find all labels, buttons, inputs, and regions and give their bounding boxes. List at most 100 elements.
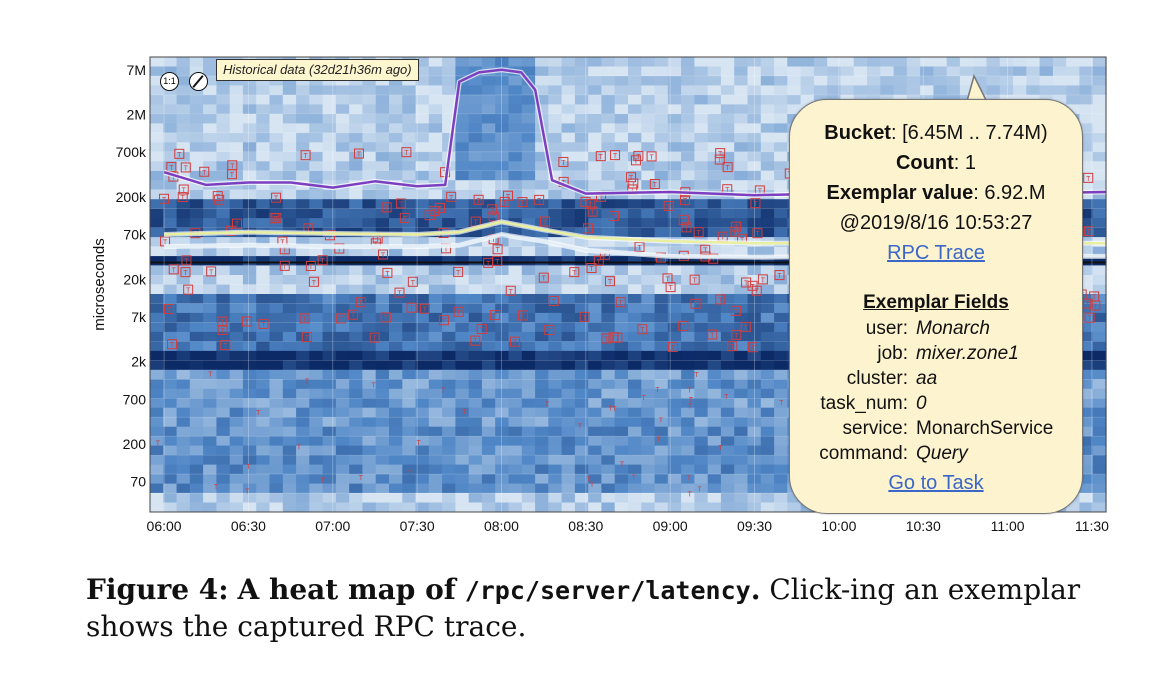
heatmap-cell	[1079, 142, 1094, 153]
heatmap-cell	[521, 218, 536, 228]
exemplar-marker-box	[380, 312, 391, 323]
exemplar-marker: T	[453, 306, 464, 317]
heatmap-cell	[282, 123, 297, 134]
heatmap-cell	[548, 464, 563, 475]
heatmap-cell	[468, 379, 483, 390]
heatmap-cell	[654, 331, 669, 342]
heatmap-cell	[601, 275, 616, 285]
heatmap-cell	[150, 341, 164, 352]
exemplar-marker-label: T	[456, 270, 461, 277]
heatmap-cell	[628, 369, 642, 380]
heatmap-cell	[641, 388, 656, 399]
heatmap-cell	[508, 322, 523, 333]
heatmap-cell	[720, 388, 735, 399]
heatmap-cell	[747, 142, 762, 153]
heatmap-cell	[335, 312, 350, 323]
heatmap-cell	[402, 407, 417, 418]
heatmap-cell	[150, 436, 164, 447]
heatmap-cell	[614, 94, 629, 105]
exemplar-fields-list: user: Monarch job: mixer.zone1 cluster: aa tas…	[790, 316, 1082, 466]
pencil-icon[interactable]	[189, 72, 208, 91]
heatmap-cell	[561, 123, 576, 134]
heatmap-cell	[150, 303, 164, 314]
heatmap-cell	[574, 208, 589, 219]
exemplar-small-marker: T	[587, 477, 592, 484]
heatmap-cell	[389, 350, 403, 361]
exemplar-marker-box	[517, 197, 528, 208]
exemplar-marker-box	[305, 260, 316, 271]
heatmap-cell	[309, 388, 324, 399]
heatmap-cell	[933, 85, 948, 96]
heatmap-cell	[163, 57, 178, 67]
heatmap-cell	[588, 426, 603, 437]
heatmap-cell	[415, 113, 430, 124]
heatmap-cell	[256, 132, 271, 143]
heatmap-cell	[521, 417, 536, 428]
heatmap-cell	[548, 189, 563, 200]
heatmap-cell	[242, 398, 257, 409]
heatmap-cell	[521, 161, 536, 172]
zoom-reset-button[interactable]: 1:1	[160, 72, 179, 91]
heatmap-cell	[242, 483, 257, 494]
heatmap-cell	[242, 142, 257, 153]
heatmap-cell	[628, 66, 642, 77]
heatmap-cell	[455, 256, 470, 266]
heatmap-cell	[468, 322, 483, 333]
heatmap-cell	[535, 369, 549, 380]
exemplar-marker-box	[579, 311, 590, 322]
heatmap-cell	[654, 483, 669, 494]
exemplar-marker-label: T	[777, 273, 782, 280]
bucket-label: Bucket	[824, 122, 891, 144]
exemplar-marker-box	[605, 276, 616, 287]
heatmap-cell	[269, 303, 284, 314]
heatmap-cell	[574, 57, 589, 67]
heatmap-cell	[561, 331, 576, 342]
heatmap-cell	[906, 85, 921, 96]
heatmap-cell	[442, 322, 456, 333]
heatmap-cell	[774, 294, 788, 304]
heatmap-cell	[176, 369, 191, 380]
heatmap-cell	[256, 170, 271, 181]
heatmap-cell	[428, 322, 443, 333]
heatmap-cell	[614, 483, 629, 494]
heatmap-cell	[335, 436, 350, 447]
rpc-trace-link[interactable]: RPC Trace	[887, 242, 985, 264]
heatmap-cell	[296, 104, 310, 115]
heatmap-cell	[641, 426, 656, 437]
heatmap-cell	[269, 104, 284, 115]
exemplar-field-row: job: mixer.zone1	[790, 341, 1082, 366]
heatmap-cell	[389, 275, 403, 285]
heatmap-cell	[508, 388, 523, 399]
heatmap-cell	[415, 455, 430, 465]
heatmap-cell	[535, 142, 549, 153]
heatmap-cell	[455, 142, 470, 153]
heatmap-cell	[362, 218, 377, 228]
heatmap-cell	[203, 284, 217, 295]
exemplar-marker-box	[446, 191, 457, 202]
heatmap-cell	[707, 142, 722, 153]
heatmap-cell	[535, 208, 549, 219]
exemplar-marker-label: T	[493, 313, 498, 320]
heatmap-cell	[548, 151, 563, 162]
heatmap-cell	[760, 123, 775, 134]
heatmap-cell	[296, 208, 310, 219]
exemplar-marker: T	[579, 311, 590, 322]
heatmap-cell	[256, 407, 271, 418]
exemplar-marker-box	[424, 210, 435, 221]
heatmap-cell	[588, 142, 603, 153]
exemplar-field-key: command:	[819, 443, 908, 464]
heatmap-cell	[282, 322, 297, 333]
heatmap-cell	[455, 493, 470, 503]
heatmap-cell	[654, 123, 669, 134]
heatmap-cell	[654, 322, 669, 333]
heatmap-cell	[296, 113, 310, 124]
heatmap-cell	[229, 246, 244, 257]
heatmap-cell	[734, 227, 749, 238]
exemplar-marker-box	[637, 324, 648, 335]
heatmap-cell	[707, 483, 722, 494]
heatmap-cell	[747, 199, 762, 210]
heatmap-cell	[322, 142, 337, 153]
heatmap-cell	[654, 379, 669, 390]
go-to-task-link[interactable]: Go to Task	[888, 472, 984, 494]
heatmap-cell	[442, 388, 456, 399]
